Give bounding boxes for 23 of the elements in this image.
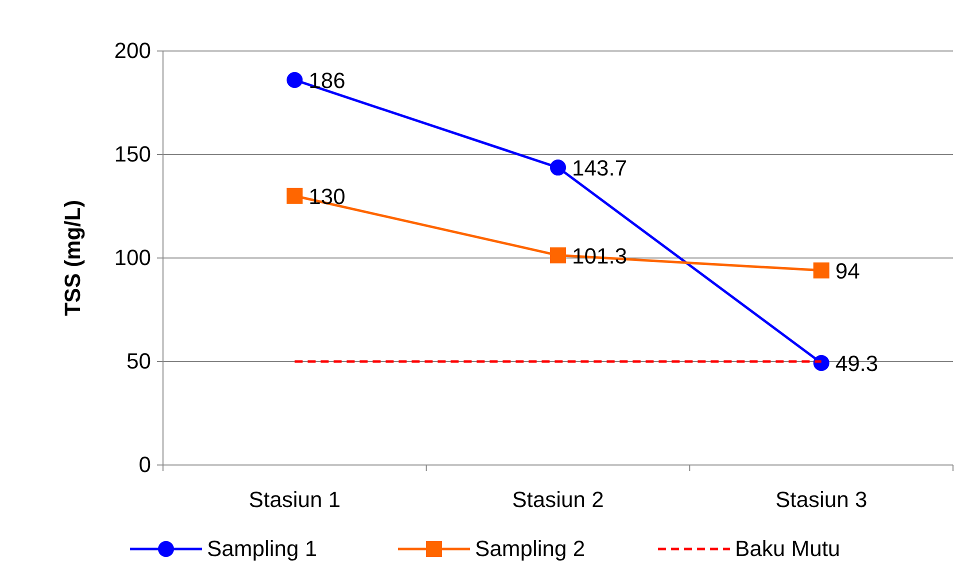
legend-label: Baku Mutu <box>735 536 840 561</box>
point <box>550 247 566 264</box>
legend-label: Sampling 2 <box>475 536 586 561</box>
x-tick-label: Stasiun 3 <box>775 487 868 512</box>
data-label: 143.7 <box>572 156 628 181</box>
legend-label: Sampling 1 <box>207 536 318 561</box>
y-tick-label: 50 <box>126 348 151 374</box>
point <box>813 262 830 278</box>
point <box>813 354 830 371</box>
y-tick-label: 0 <box>138 452 151 477</box>
data-label: 130 <box>308 184 346 209</box>
data-label: 94 <box>835 258 860 284</box>
y-tick-label: 100 <box>114 245 151 270</box>
data-label: 186 <box>308 68 346 93</box>
point <box>286 188 303 204</box>
y-tick-label: 200 <box>114 38 151 63</box>
y-tick-label: 150 <box>114 142 151 166</box>
data-label: 49.3 <box>835 350 878 376</box>
y-axis-title: TSS (mg/L) <box>60 200 85 316</box>
point <box>550 160 566 176</box>
x-tick-label: Stasiun 1 <box>248 487 341 512</box>
x-tick-label: Stasiun 2 <box>512 487 604 512</box>
point <box>286 72 303 88</box>
